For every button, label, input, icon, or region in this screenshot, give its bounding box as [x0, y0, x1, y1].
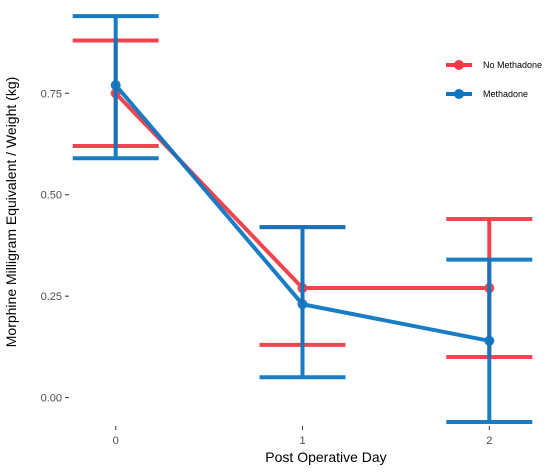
data-point — [110, 80, 121, 91]
legend: No Methadone Methadone — [446, 60, 542, 99]
legend-marker — [454, 89, 464, 99]
plot-area — [72, 14, 533, 424]
data-point — [297, 299, 308, 310]
y-tick-label: 0.50 — [41, 190, 62, 202]
x-axis: 0 1 2 — [113, 426, 492, 447]
legend-label: Methadone — [483, 89, 528, 99]
data-point — [484, 335, 495, 346]
y-axis-title: Morphine Milligram Equivalent / Weight (… — [3, 77, 19, 348]
y-tick-label: 0.25 — [41, 291, 62, 303]
y-tick-label: 0.75 — [41, 88, 62, 100]
series-methadone — [72, 14, 533, 424]
x-axis-title: Post Operative Day — [265, 449, 386, 465]
x-tick-label: 1 — [299, 435, 305, 447]
x-tick-label: 2 — [486, 435, 492, 447]
x-tick-label: 0 — [113, 435, 119, 447]
legend-marker — [454, 60, 464, 70]
y-tick-label: 0.00 — [41, 393, 62, 405]
legend-label: No Methadone — [483, 60, 542, 70]
y-axis: 0.00 0.25 0.50 0.75 — [41, 88, 69, 405]
